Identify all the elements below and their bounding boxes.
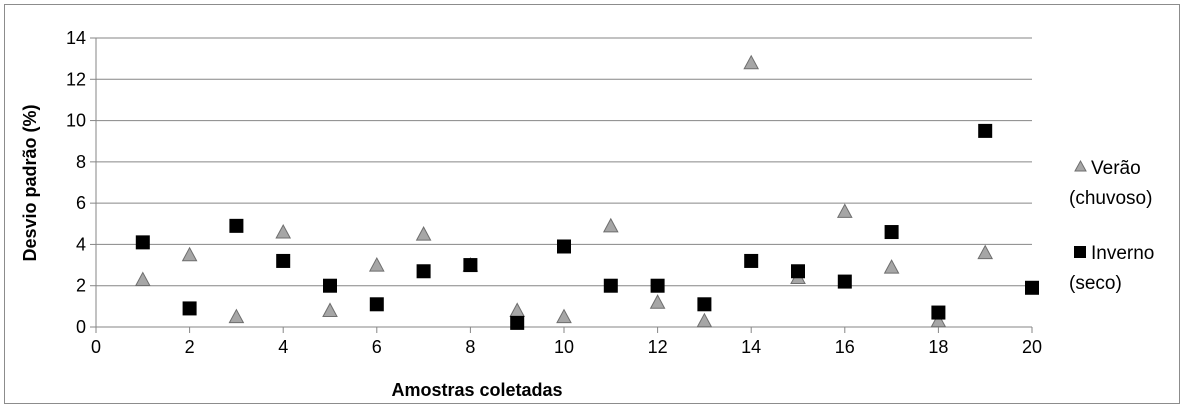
point-inverno — [276, 253, 291, 268]
point-inverno — [369, 297, 384, 312]
point-inverno — [182, 301, 197, 316]
x-tick-label: 4 — [278, 337, 288, 357]
y-tick-label: 14 — [66, 28, 86, 48]
chart-frame: 0 2 4 6 8 10 12 14 0 2 4 6 8 10 12 14 16 18 20 Amostras c… — [4, 4, 1180, 404]
x-tick-label: 12 — [648, 337, 668, 357]
legend-label-verao-line2: (chuvoso) — [1069, 188, 1152, 209]
point-inverno — [603, 278, 618, 293]
y-tick-labels: 0 2 4 6 8 10 12 14 — [66, 28, 86, 337]
x-tick-label: 10 — [554, 337, 574, 357]
point-inverno — [1025, 280, 1039, 295]
y-tick-label: 4 — [76, 234, 86, 254]
legend-label-inverno-line1: Inverno — [1091, 243, 1154, 264]
point-verao — [977, 244, 994, 260]
data-points — [134, 54, 1039, 330]
point-verao — [649, 294, 666, 309]
point-verao — [181, 246, 198, 262]
point-verao — [743, 54, 760, 70]
x-tick-label: 2 — [185, 337, 195, 357]
point-verao — [509, 302, 526, 317]
legend-label-verao-line1: Verão — [1091, 158, 1141, 179]
point-verao — [930, 312, 947, 328]
point-inverno — [697, 297, 712, 312]
x-tick-label: 6 — [372, 337, 382, 357]
point-inverno — [837, 274, 852, 289]
point-inverno — [744, 253, 759, 268]
point-inverno — [463, 258, 478, 273]
point-inverno — [229, 218, 244, 233]
legend-marker-inverno — [1074, 246, 1086, 258]
y-tick-label: 2 — [76, 276, 86, 296]
x-tick-label: 16 — [835, 337, 855, 357]
legend-marker-verao — [1074, 159, 1087, 172]
point-inverno — [557, 239, 571, 254]
x-tick-label: 0 — [91, 337, 101, 357]
point-inverno — [135, 235, 150, 250]
point-verao — [415, 226, 432, 241]
legend-label-inverno-line2: (seco) — [1069, 273, 1122, 294]
y-tick-label: 12 — [66, 69, 86, 89]
point-inverno — [510, 315, 525, 330]
x-axis-title: Amostras coletadas — [391, 380, 562, 400]
point-verao — [602, 217, 619, 233]
point-verao — [556, 308, 572, 324]
scatter-chart: 0 2 4 6 8 10 12 14 0 2 4 6 8 10 12 14 16 18 20 Amostras c… — [20, 28, 1154, 400]
legend-item-verao: Verão (chuvoso) — [1069, 158, 1152, 209]
point-inverno — [416, 264, 431, 279]
point-inverno — [323, 278, 337, 293]
point-inverno — [978, 123, 993, 138]
axes — [90, 37, 1033, 333]
gridlines — [96, 37, 1032, 287]
point-verao — [368, 257, 385, 272]
point-verao — [134, 271, 151, 287]
point-verao — [322, 302, 338, 317]
legend-item-inverno: Inverno (seco) — [1069, 243, 1154, 294]
point-verao — [228, 308, 245, 324]
x-tick-label: 8 — [465, 337, 475, 357]
point-verao — [696, 312, 713, 328]
point-inverno — [791, 264, 805, 279]
x-tick-labels: 0 2 4 6 8 10 12 14 16 18 20 — [91, 337, 1042, 357]
point-inverno — [650, 278, 665, 293]
x-tick-label: 20 — [1022, 337, 1042, 357]
x-tick-label: 14 — [741, 337, 761, 357]
y-tick-label: 8 — [76, 152, 86, 172]
point-verao — [836, 203, 853, 218]
y-axis-title: Desvio padrão (%) — [20, 104, 40, 261]
point-verao — [275, 223, 292, 239]
point-inverno — [931, 305, 946, 320]
y-tick-label: 10 — [66, 111, 86, 131]
legend: Verão (chuvoso) Inverno (seco) — [1069, 158, 1154, 294]
point-verao — [883, 259, 900, 274]
y-tick-label: 0 — [76, 317, 86, 337]
y-tick-label: 6 — [76, 193, 86, 213]
point-inverno — [884, 225, 899, 240]
x-tick-label: 18 — [928, 337, 948, 357]
